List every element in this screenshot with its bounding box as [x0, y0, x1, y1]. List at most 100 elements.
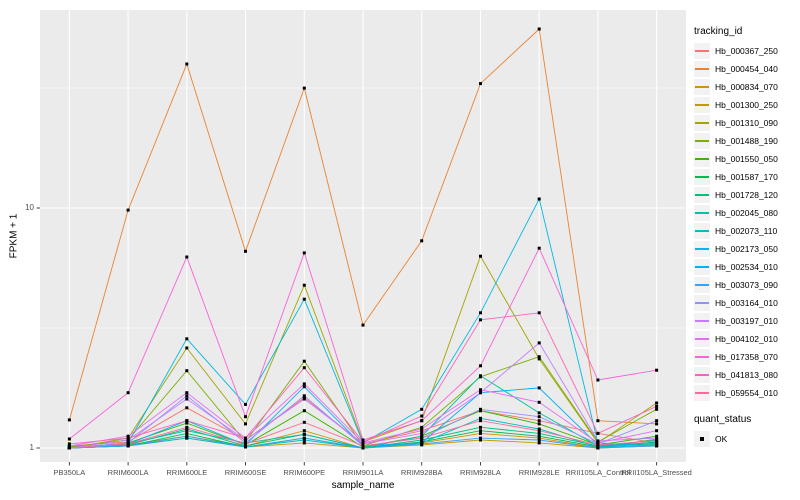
x-tick-label: RRIM600LE [166, 468, 208, 477]
legend-line-swatch [695, 86, 709, 88]
x-tick-label: RRIM928LE [518, 468, 560, 477]
data-point [244, 442, 247, 446]
legend-title-quant-status: quant_status [694, 414, 752, 425]
legend: tracking_id Hb_000367_250 Hb_000454_040 Hb… [694, 26, 798, 448]
legend-item-label: Hb_001550_050 [715, 154, 778, 164]
data-point [420, 431, 424, 435]
legend-item-label: Hb_000454_040 [715, 64, 778, 74]
data-point [185, 337, 189, 341]
legend-item-Hb_002045_080: Hb_002045_080 [694, 204, 798, 222]
data-point [537, 197, 541, 201]
x-tick-label: RRIM600PE [283, 468, 326, 477]
data-point [244, 445, 247, 449]
legend-item-Hb_017358_070: Hb_017358_070 [694, 348, 798, 366]
legend-line-swatch [695, 50, 709, 52]
data-point [537, 441, 541, 445]
data-point [126, 434, 130, 438]
legend-key-swatch [694, 151, 710, 167]
data-point [420, 442, 424, 446]
data-point [479, 419, 482, 423]
data-point [420, 438, 424, 442]
legend-item-Hb_001550_050: Hb_001550_050 [694, 150, 798, 168]
data-point [126, 436, 130, 440]
data-point [479, 364, 482, 368]
data-point [126, 391, 130, 395]
legend-item-Hb_059554_010: Hb_059554_010 [694, 384, 798, 402]
legend-key-swatch [694, 385, 710, 401]
legend-item-label: Hb_000367_250 [715, 46, 778, 56]
legend-item-label: Hb_002073_110 [715, 226, 778, 236]
x-tick-label: PB350LA [53, 468, 86, 477]
x-tick-label: RRIM928BA [400, 468, 443, 477]
legend-item-label: Hb_017358_070 [715, 352, 778, 362]
data-point [596, 441, 600, 445]
legend-line-swatch [695, 338, 709, 340]
legend-item-Hb_002073_110: Hb_002073_110 [694, 222, 798, 240]
legend-item-Hb_003073_090: Hb_003073_090 [694, 276, 798, 294]
data-point [67, 418, 71, 422]
data-point [67, 437, 71, 441]
legend-line-swatch [695, 230, 709, 232]
data-point [479, 391, 482, 395]
data-point [537, 400, 541, 404]
data-point [479, 431, 482, 435]
data-point [537, 411, 541, 415]
legend-item-label: Hb_002045_080 [715, 208, 778, 218]
data-point [479, 407, 482, 411]
data-point [479, 438, 482, 442]
data-point [420, 414, 424, 418]
data-point [185, 434, 189, 438]
legend-item-Hb_002534_010: Hb_002534_010 [694, 258, 798, 276]
data-point [596, 443, 600, 447]
legend-item-Hb_000454_040: Hb_000454_040 [694, 60, 798, 78]
legend-item-label: Hb_001300_250 [715, 100, 778, 110]
data-point [655, 368, 659, 372]
plot-svg [36, 10, 686, 466]
data-point [479, 374, 482, 378]
legend-item-label: OK [715, 434, 728, 444]
data-point [596, 378, 600, 382]
data-point [479, 388, 482, 392]
data-point [537, 27, 541, 31]
legend-key-swatch [694, 313, 710, 329]
legend-quant-section: quant_status OK [694, 414, 798, 448]
data-point [126, 208, 130, 212]
data-point [302, 441, 306, 445]
x-tick-label: RRIM600SE [224, 468, 267, 477]
data-point [537, 431, 541, 435]
data-point [537, 311, 541, 315]
legend-line-swatch [695, 194, 709, 196]
data-point [185, 62, 189, 66]
data-point [655, 422, 659, 426]
data-point [596, 431, 600, 435]
data-point [479, 425, 482, 429]
data-point [67, 446, 71, 450]
legend-line-swatch [695, 302, 709, 304]
data-point [655, 407, 659, 411]
data-point [537, 422, 541, 426]
data-point [244, 438, 247, 442]
data-point [655, 419, 659, 423]
legend-item-label: Hb_001488_190 [715, 136, 778, 146]
legend-item-Hb_000834_070: Hb_000834_070 [694, 78, 798, 96]
data-point [302, 366, 306, 370]
data-point [67, 442, 71, 446]
legend-key-swatch [694, 349, 710, 365]
data-point [655, 436, 659, 440]
data-point [244, 436, 247, 440]
data-point [537, 357, 541, 361]
x-tick-label: RRIM901LA [342, 468, 384, 477]
data-point [537, 427, 541, 431]
data-point [302, 397, 306, 401]
data-point [185, 406, 189, 410]
data-point [479, 436, 482, 440]
legend-line-swatch [695, 68, 709, 70]
data-point [185, 431, 189, 435]
data-point [537, 355, 541, 359]
legend-point-swatch [700, 437, 704, 441]
legend-item-label: Hb_002534_010 [715, 262, 778, 272]
legend-item-Hb_001728_120: Hb_001728_120 [694, 186, 798, 204]
data-point [537, 246, 541, 250]
legend-key-swatch [694, 277, 710, 293]
x-tick-label: RRII105LA_Control [565, 468, 631, 477]
